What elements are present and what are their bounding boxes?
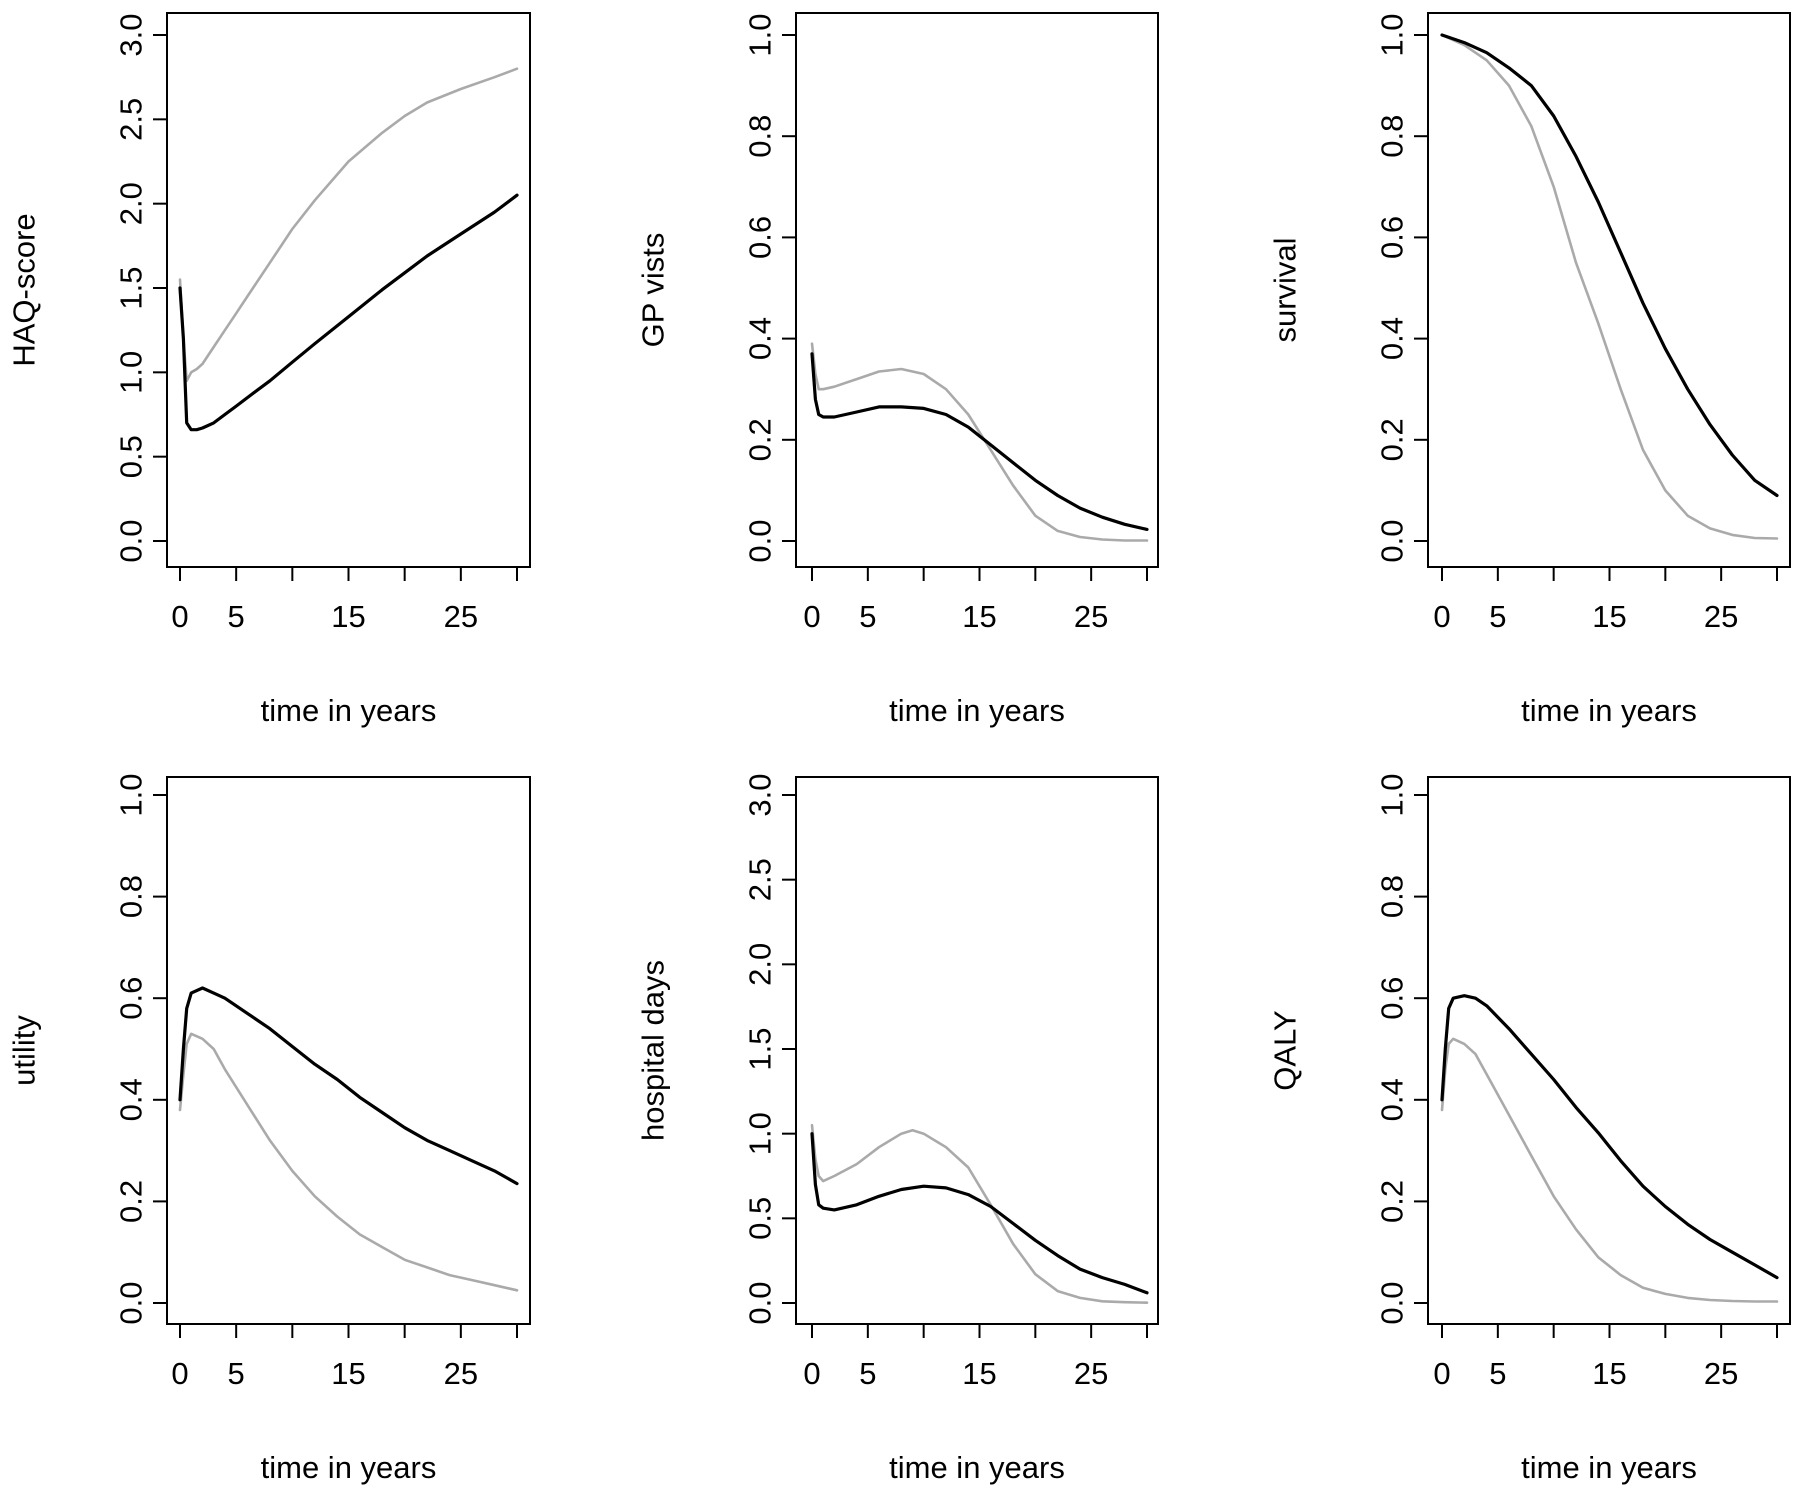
- x-tick-label: 5: [228, 1356, 245, 1391]
- series-line: [810, 342, 1149, 542]
- x-tick-label: 25: [1704, 1356, 1738, 1391]
- chart-panel: 0 5 15 25 0.0 0.2 0.4 0.6 0.8 1.0 time in years QAL…: [1268, 773, 1791, 1485]
- plot-frame: [795, 776, 1159, 1325]
- x-axis-title: time in years: [261, 1450, 437, 1485]
- x-tick-label: 0: [1433, 1356, 1450, 1391]
- y-tick-label: 0.6: [114, 977, 149, 1020]
- y-axis-title: GP vists: [636, 233, 671, 348]
- series-line: [178, 193, 519, 432]
- y-tick-label: 0.8: [114, 875, 149, 918]
- series-line: [178, 986, 519, 1186]
- x-tick-label: 15: [962, 1356, 996, 1391]
- series-line: [810, 1123, 1149, 1304]
- x-axis-title: time in years: [1521, 693, 1697, 728]
- y-tick-label: 2.0: [743, 943, 778, 986]
- x-tick-label: 25: [444, 1356, 478, 1391]
- x-tick-label: 25: [1074, 1356, 1108, 1391]
- y-tick-label: 0.8: [743, 115, 778, 158]
- y-tick-label: 0.6: [1375, 977, 1410, 1020]
- y-axis-title: survival: [1268, 237, 1303, 342]
- x-tick-label: 0: [803, 1356, 820, 1391]
- chart-panel: 0 5 15 25 0.0 0.2 0.4 0.6 0.8 1.0 time in years sur…: [1268, 12, 1791, 728]
- chart-panel: 0 5 15 25 0.0 0.5 1.0 1.5 2.0 2.5 3.0 time in years…: [636, 773, 1159, 1485]
- x-tick-label: 25: [444, 599, 478, 634]
- y-tick-label: 1.0: [743, 13, 778, 56]
- x-axis-title: time in years: [889, 693, 1065, 728]
- x-tick-label: 0: [1433, 599, 1450, 634]
- y-tick-label: 1.0: [743, 1112, 778, 1155]
- y-tick-label: 0.4: [1375, 1078, 1410, 1121]
- x-tick-label: 5: [1489, 599, 1506, 634]
- y-tick-label: 1.0: [114, 351, 149, 394]
- chart-panel: 0 5 15 25 0.0 0.5 1.0 1.5 2.0 2.5 3.0 time in years…: [7, 12, 531, 728]
- y-tick-label: 0.0: [114, 519, 149, 562]
- y-tick-label: 0.4: [743, 317, 778, 360]
- plot-frame: [795, 12, 1159, 568]
- series-line: [1440, 994, 1779, 1280]
- y-tick-label: 0.5: [743, 1197, 778, 1240]
- y-tick-label: 0.6: [1375, 216, 1410, 259]
- y-tick-label: 3.0: [114, 13, 149, 56]
- series-line: [178, 67, 519, 383]
- x-tick-label: 5: [1489, 1356, 1506, 1391]
- plot-frame: [166, 776, 531, 1325]
- series-line: [1440, 1037, 1779, 1303]
- x-tick-label: 25: [1704, 599, 1738, 634]
- y-tick-label: 2.5: [114, 98, 149, 141]
- y-tick-label: 1.0: [1375, 13, 1410, 56]
- y-tick-label: 0.0: [1375, 1281, 1410, 1324]
- y-axis-title: QALY: [1268, 1010, 1303, 1090]
- x-axis-title: time in years: [1521, 1450, 1697, 1485]
- plot-frame: [1427, 776, 1791, 1325]
- y-tick-label: 2.5: [743, 858, 778, 901]
- x-tick-label: 5: [859, 1356, 876, 1391]
- x-axis-title: time in years: [261, 693, 437, 728]
- series-line: [810, 1132, 1149, 1295]
- x-tick-label: 15: [331, 599, 365, 634]
- y-tick-label: 0.2: [1375, 418, 1410, 461]
- y-tick-label: 3.0: [743, 773, 778, 816]
- y-tick-label: 0.4: [1375, 317, 1410, 360]
- x-tick-label: 25: [1074, 599, 1108, 634]
- y-tick-label: 1.5: [743, 1027, 778, 1070]
- plot-frame: [1427, 12, 1791, 568]
- series-line: [1440, 33, 1779, 540]
- y-tick-label: 0.0: [1375, 519, 1410, 562]
- y-tick-label: 0.0: [114, 1281, 149, 1324]
- x-tick-label: 5: [859, 599, 876, 634]
- y-tick-label: 1.5: [114, 266, 149, 309]
- y-tick-label: 0.0: [743, 519, 778, 562]
- y-tick-label: 0.8: [1375, 875, 1410, 918]
- y-tick-label: 0.2: [114, 1180, 149, 1223]
- chart-panel: 0 5 15 25 0.0 0.2 0.4 0.6 0.8 1.0 time in years uti…: [7, 773, 531, 1485]
- series-line: [178, 1032, 519, 1292]
- y-tick-label: 0.2: [1375, 1180, 1410, 1223]
- x-tick-label: 15: [1592, 599, 1626, 634]
- y-tick-label: 1.0: [114, 773, 149, 816]
- plot-frame: [166, 12, 531, 568]
- y-tick-label: 0.8: [1375, 115, 1410, 158]
- y-axis-title: utility: [7, 1015, 42, 1086]
- y-tick-label: 0.2: [743, 418, 778, 461]
- y-tick-label: 1.0: [1375, 773, 1410, 816]
- y-tick-label: 0.4: [114, 1078, 149, 1121]
- y-tick-label: 0.6: [743, 216, 778, 259]
- series-line: [1440, 33, 1779, 498]
- y-tick-label: 2.0: [114, 182, 149, 225]
- x-tick-label: 5: [228, 599, 245, 634]
- x-axis-title: time in years: [889, 1450, 1065, 1485]
- y-tick-label: 0.5: [114, 435, 149, 478]
- x-tick-label: 15: [962, 599, 996, 634]
- y-tick-label: 0.0: [743, 1281, 778, 1324]
- x-tick-label: 0: [171, 599, 188, 634]
- y-axis-title: hospital days: [636, 960, 671, 1141]
- x-tick-label: 15: [1592, 1356, 1626, 1391]
- x-tick-label: 15: [331, 1356, 365, 1391]
- x-tick-label: 0: [803, 599, 820, 634]
- x-tick-label: 0: [171, 1356, 188, 1391]
- series-line: [810, 352, 1149, 532]
- chart-panel: 0 5 15 25 0.0 0.2 0.4 0.6 0.8 1.0 time in years GP …: [636, 12, 1159, 728]
- y-axis-title: HAQ-score: [7, 213, 42, 366]
